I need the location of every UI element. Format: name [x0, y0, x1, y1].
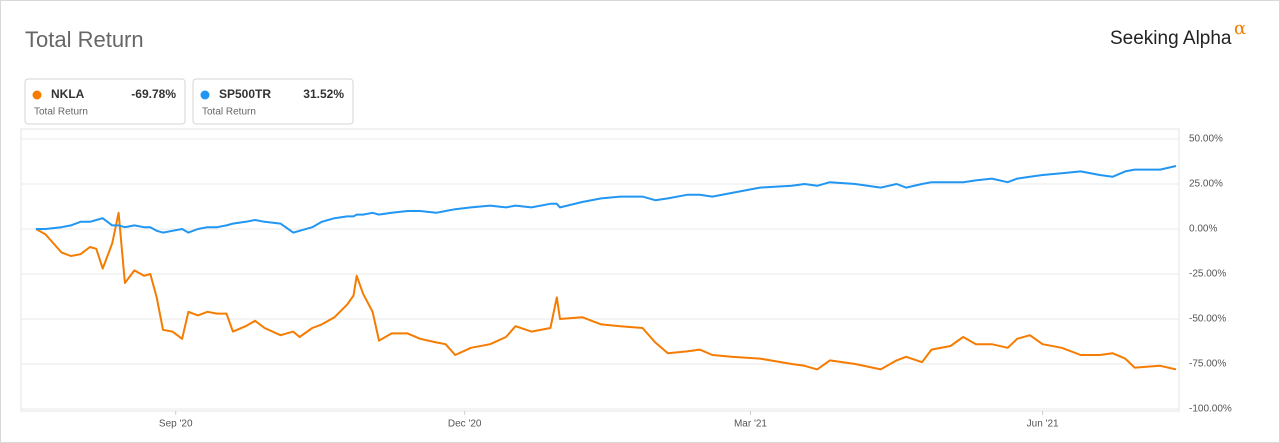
y-tick-label: -50.00% — [1189, 314, 1226, 325]
legend-label: SP500TR — [219, 87, 271, 101]
x-tick-label: Mar '21 — [734, 419, 767, 430]
chart-title: Total Return — [25, 27, 144, 52]
legend-label: NKLA — [51, 87, 85, 101]
y-tick-label: -100.00% — [1189, 404, 1232, 415]
legend-summary: -69.78% — [131, 87, 176, 101]
y-tick-label: 0.00% — [1189, 224, 1217, 235]
x-tick-label: Dec '20 — [448, 419, 482, 430]
plot-frame — [20, 128, 1180, 412]
x-tick-label: Sep '20 — [159, 419, 193, 430]
y-tick-label: 25.00% — [1189, 179, 1223, 190]
legend-swatch — [32, 90, 42, 100]
x-tick-label: Jun '21 — [1027, 419, 1059, 430]
legend-summary-label: Total Return — [34, 107, 88, 118]
y-tick-label: 50.00% — [1189, 134, 1223, 145]
series-line — [36, 165, 1177, 234]
legend-summary-label: Total Return — [202, 107, 256, 118]
legend-box — [192, 78, 354, 125]
series-line — [35, 211, 1177, 371]
y-tick-label: -75.00% — [1189, 359, 1226, 370]
legend-swatch — [200, 90, 210, 100]
legend-summary: 31.52% — [303, 87, 344, 101]
y-tick-label: -25.00% — [1189, 269, 1226, 280]
legend-box — [24, 78, 186, 125]
brand-name: Seeking Alpha — [1110, 28, 1232, 49]
brand-mark: α — [1234, 18, 1246, 39]
